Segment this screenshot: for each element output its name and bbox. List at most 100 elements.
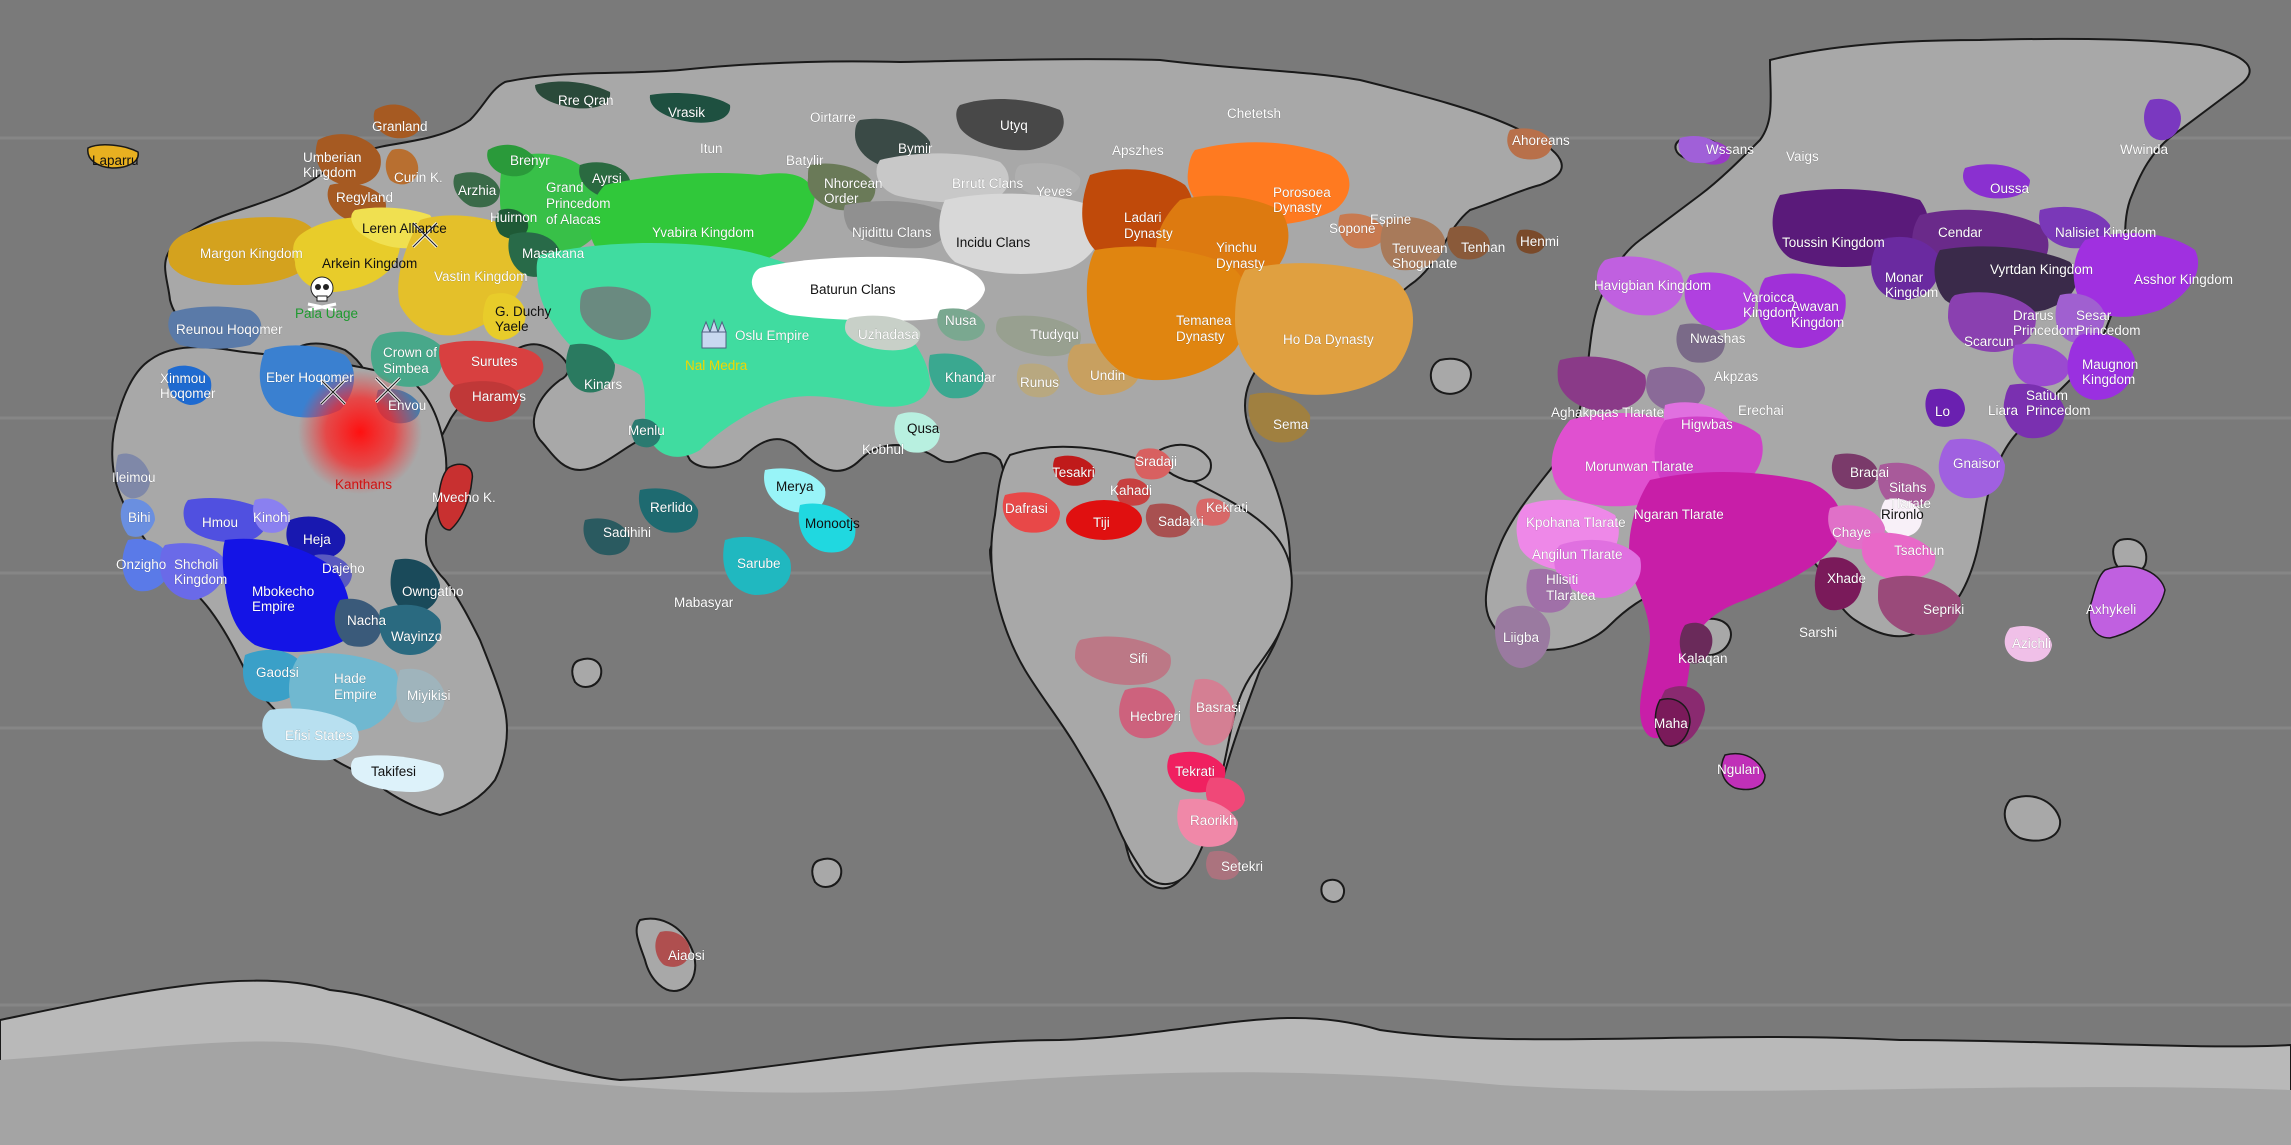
region-label: Ayrsi <box>592 171 622 186</box>
region-label: Kingdom <box>1791 315 1844 330</box>
region-label: Liara <box>1988 403 2019 418</box>
region-label: Envou <box>388 398 426 413</box>
region-label: Brrutt Clans <box>952 176 1024 191</box>
region-label: Yaele <box>495 319 529 334</box>
skull-icon <box>307 276 337 312</box>
region-label: Espine <box>1370 212 1411 227</box>
crossed-swords-icon <box>411 221 439 249</box>
region-label: Kobhul <box>862 442 904 457</box>
region-label: Simbea <box>383 361 429 376</box>
region-label: Yinchu <box>1216 240 1257 255</box>
region-label: Kingdom <box>2082 372 2135 387</box>
region-label: Nalisiet Kingdom <box>2055 225 2156 240</box>
region-label: Huirnon <box>490 210 537 225</box>
region-label: Vyrtdan Kingdom <box>1990 262 2093 277</box>
region-label: Braqai <box>1850 465 1889 480</box>
region-label: Efisi States <box>285 728 353 743</box>
region-label: Reunou Hoqomer <box>176 322 283 337</box>
fortress-icon <box>701 318 727 349</box>
region-label: Satium <box>2026 388 2068 403</box>
region-label: Dynasty <box>1176 329 1225 344</box>
region-label: Order <box>824 191 859 206</box>
region-label: Tiji <box>1093 515 1110 530</box>
region-label: Rre Qran <box>558 93 614 108</box>
region-label: Liigba <box>1503 630 1540 645</box>
crossed-swords-icon <box>319 378 347 406</box>
region-label: Runus <box>1020 375 1059 390</box>
region-label: Masakana <box>522 246 585 261</box>
region-label: Oirtarre <box>810 110 856 125</box>
region-label: G. Duchy <box>495 304 552 319</box>
region-label: Brenyr <box>510 153 550 168</box>
region-label: Varoicca <box>1743 290 1795 305</box>
region-label: Tsachun <box>1894 543 1944 558</box>
region-label: Kalaqan <box>1678 651 1728 666</box>
region-label: Dynasty <box>1273 200 1322 215</box>
region-label: Awavan <box>1791 299 1839 314</box>
region-label: Teruvean <box>1392 241 1448 256</box>
region-label: of Alacas <box>546 212 601 227</box>
crossed-swords-icon <box>374 376 402 404</box>
region-label: Angilun Tlarate <box>1532 547 1623 562</box>
region-label: Khandar <box>945 370 997 385</box>
region-label: Princedom <box>2076 323 2141 338</box>
region-label: Merya <box>776 479 814 494</box>
region-label: Surutes <box>471 354 518 369</box>
region-label: Hmou <box>202 515 238 530</box>
region-label: Wwinda <box>2120 142 2169 157</box>
region-label: Mabasyar <box>674 595 734 610</box>
region-label: Arkein Kingdom <box>322 256 417 271</box>
region-label: Dynasty <box>1124 226 1173 241</box>
region-label: Bymir <box>898 141 933 156</box>
region-label: Heja <box>303 532 331 547</box>
region-label: Cendar <box>1938 225 1983 240</box>
region-label: Sarube <box>737 556 781 571</box>
region-label: Sifi <box>1129 651 1148 666</box>
region-label: Hoqomer <box>160 386 216 401</box>
region-label: Granland <box>372 119 428 134</box>
region-label: Vaigs <box>1786 149 1819 164</box>
region-label: Sepriki <box>1923 602 1964 617</box>
region-label: Aiaosi <box>668 948 705 963</box>
region-label: Nwashas <box>1690 331 1746 346</box>
region-label: Baturun Clans <box>810 282 896 297</box>
region-label: Higwbas <box>1681 417 1733 432</box>
region-label: Incidu Clans <box>956 235 1031 250</box>
region-label: Sopone <box>1329 221 1376 236</box>
region-label: Monootjs <box>805 516 860 531</box>
region-label: Scarcun <box>1964 334 2014 349</box>
region-label: Nal Medra <box>685 358 748 373</box>
region-label: Takifesi <box>371 764 416 779</box>
region-label: Itun <box>700 141 723 156</box>
region-label: Gnaisor <box>1953 456 2001 471</box>
region-label: Utyq <box>1000 118 1028 133</box>
region-label: Owngatho <box>402 584 464 599</box>
region-label: Menlu <box>628 423 665 438</box>
region-label: Chaye <box>1832 525 1871 540</box>
region-label: Setekri <box>1221 859 1263 874</box>
ice-shelf-ridge <box>0 1041 2291 1145</box>
region-label: Chetetsh <box>1227 106 1281 121</box>
political-regions <box>87 81 2199 967</box>
region-label: Monar <box>1885 270 1924 285</box>
region-label: Tlaratea <box>1546 588 1596 603</box>
region-label: Asshor Kingdom <box>2134 272 2233 287</box>
region-label: Havigbian Kingdom <box>1594 278 1711 293</box>
region-label: Nhorcean <box>824 176 883 191</box>
region-label: Xhade <box>1827 571 1866 586</box>
region-label: Wssans <box>1706 142 1754 157</box>
region-label: Oslu Empire <box>735 328 809 343</box>
region-label: Ileimou <box>112 470 156 485</box>
region-label: Mbokecho <box>252 584 314 599</box>
region-label: Akpzas <box>1714 369 1759 384</box>
region-label: Maugnon <box>2082 357 2138 372</box>
region-label: Erechai <box>1738 403 1784 418</box>
region-label: Nacha <box>347 613 387 628</box>
region-label: Haramys <box>472 389 526 404</box>
region-label: Ahoreans <box>1512 133 1570 148</box>
region-label: Raorikh <box>1190 813 1237 828</box>
region-label: Kanthans <box>335 477 392 492</box>
region-label: Yeves <box>1036 184 1073 199</box>
region-label: Tekrati <box>1175 764 1215 779</box>
